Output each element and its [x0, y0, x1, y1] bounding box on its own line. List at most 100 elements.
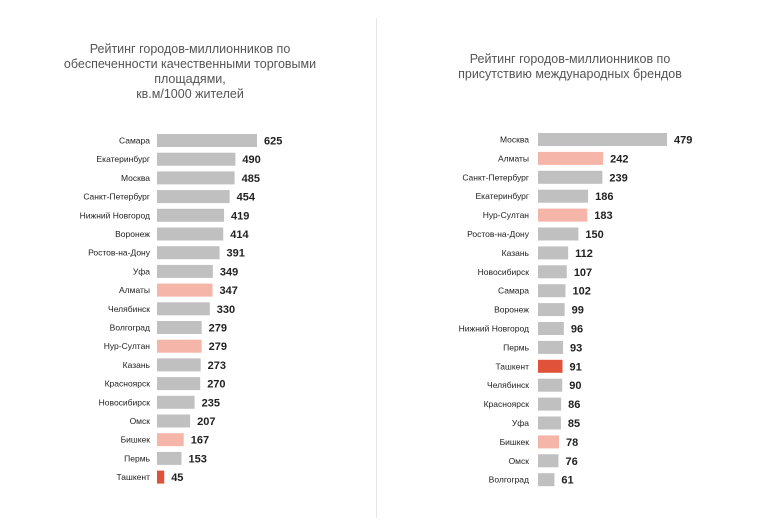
- category-label: Москва: [121, 173, 150, 183]
- category-label: Алматы: [119, 285, 150, 295]
- value-label: 107: [574, 267, 592, 279]
- category-label: Воронеж: [494, 305, 529, 315]
- value-label: 207: [197, 416, 215, 428]
- bar: [157, 377, 201, 391]
- category-label: Омск: [509, 456, 530, 466]
- bar: [538, 246, 569, 260]
- category-label: Омск: [130, 416, 151, 426]
- bar: [538, 284, 566, 298]
- bar: [157, 283, 213, 297]
- bar-chart-left: Самара 625 Екатеринбург 490 Москва 485 Санкт-П…: [80, 134, 282, 484]
- value-label: 454: [237, 192, 256, 204]
- value-label: 150: [585, 229, 603, 241]
- value-label: 99: [572, 305, 584, 317]
- bar: [538, 378, 563, 392]
- category-label: Екатеринбург: [97, 154, 150, 164]
- category-label: Нур-Султан: [104, 341, 151, 351]
- category-label: Санкт-Петербург: [462, 172, 529, 182]
- category-label: Бишкек: [500, 437, 530, 447]
- category-label: Челябинск: [108, 304, 150, 314]
- bar: [157, 190, 230, 204]
- category-label: Ташкент: [496, 361, 530, 371]
- category-label: Пермь: [503, 342, 529, 352]
- value-label: 485: [242, 173, 260, 185]
- value-label: 479: [674, 135, 692, 147]
- bar: [157, 451, 182, 465]
- bar: [157, 470, 165, 484]
- value-label: 93: [570, 342, 582, 354]
- bar: [538, 189, 589, 203]
- category-label: Новосибирск: [99, 397, 151, 407]
- panel-divider: [376, 18, 377, 518]
- bar: [538, 133, 667, 146]
- category-label: Ростов-на-Дону: [467, 229, 530, 239]
- value-label: 183: [594, 210, 612, 222]
- category-label: Уфа: [133, 266, 150, 276]
- value-label: 490: [242, 154, 260, 166]
- value-label: 112: [575, 248, 593, 260]
- bar: [157, 227, 224, 241]
- chart-title-right: Рейтинг городов-миллионников по присутст…: [458, 52, 682, 81]
- value-label: 349: [220, 266, 238, 278]
- category-label: Москва: [500, 135, 529, 145]
- bar: [157, 414, 191, 428]
- category-label: Алматы: [498, 153, 529, 163]
- category-label: Казань: [123, 360, 151, 370]
- bar: [538, 208, 588, 222]
- bar: [157, 321, 202, 334]
- bar-chart-right: Москва 479 Алматы 242 Санкт-Петербург 239 Екат…: [459, 133, 692, 487]
- category-label: Красноярск: [484, 399, 530, 409]
- category-label: Ростов-на-Дону: [88, 248, 151, 258]
- category-label: Самара: [119, 136, 150, 146]
- value-label: 76: [565, 456, 577, 468]
- category-label: Челябинск: [487, 380, 529, 390]
- bar: [538, 227, 579, 241]
- category-label: Самара: [498, 286, 529, 296]
- chart-panel-left: Рейтинг городов-миллионников по обеспече…: [0, 0, 376, 530]
- bar: [157, 264, 213, 278]
- value-label: 414: [230, 229, 249, 241]
- value-label: 90: [569, 380, 581, 392]
- value-label: 625: [264, 136, 282, 148]
- value-label: 86: [568, 399, 580, 411]
- value-label: 391: [227, 248, 245, 260]
- bar: [538, 397, 562, 411]
- bar: [538, 151, 604, 165]
- bar: [157, 152, 236, 166]
- value-label: 167: [191, 435, 209, 447]
- value-label: 186: [595, 191, 613, 203]
- category-label: Новосибирск: [478, 267, 530, 277]
- bar: [538, 265, 567, 279]
- bar: [538, 340, 564, 354]
- value-label: 91: [570, 361, 582, 373]
- bar: [538, 435, 560, 449]
- value-label: 279: [209, 341, 227, 353]
- value-label: 419: [231, 210, 249, 222]
- category-label: Бишкек: [121, 435, 151, 445]
- category-label: Уфа: [512, 418, 529, 428]
- value-label: 242: [610, 153, 628, 165]
- bar: [157, 134, 257, 147]
- chart-title-left: Рейтинг городов-миллионников по обеспече…: [63, 42, 317, 101]
- value-label: 330: [217, 304, 235, 316]
- category-label: Пермь: [124, 453, 150, 463]
- category-label: Казань: [502, 248, 530, 258]
- category-label: Ташкент: [117, 472, 151, 482]
- category-label: Воронеж: [115, 229, 150, 239]
- bar: [157, 171, 235, 185]
- category-label: Нижний Новгород: [459, 324, 529, 334]
- bar: [538, 416, 561, 430]
- chart-panel-right: Рейтинг городов-миллионников по присутст…: [380, 0, 760, 530]
- bar: [538, 359, 563, 373]
- bar: [538, 454, 559, 468]
- value-label: 235: [202, 397, 220, 409]
- category-label: Нур-Султан: [483, 210, 530, 220]
- bar: [157, 339, 202, 353]
- value-label: 96: [571, 324, 583, 336]
- value-label: 153: [188, 453, 206, 465]
- bar: [538, 322, 564, 335]
- category-label: Екатеринбург: [476, 191, 529, 201]
- value-label: 270: [207, 379, 225, 391]
- value-label: 273: [208, 360, 226, 372]
- bar: [157, 358, 201, 372]
